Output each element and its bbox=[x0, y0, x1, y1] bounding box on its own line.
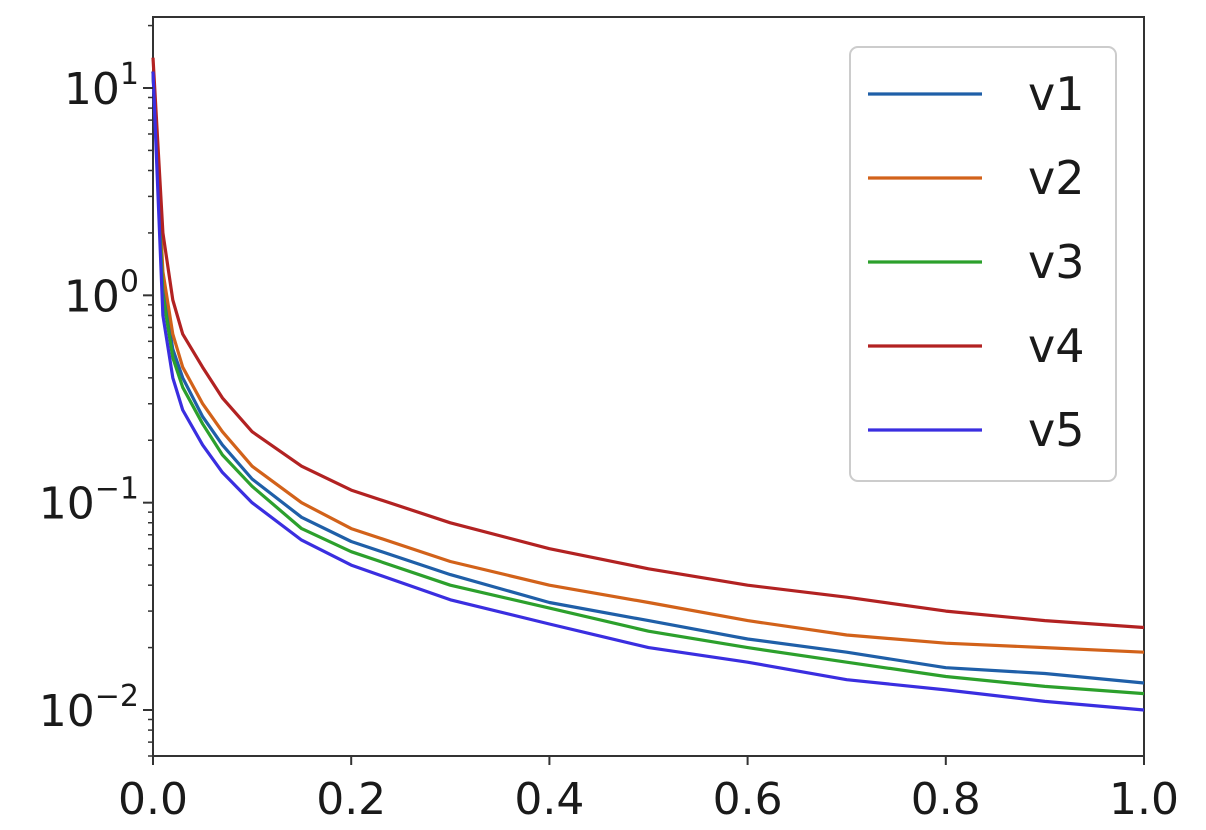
y-tick-label: 10−1 bbox=[39, 472, 139, 530]
x-tick-label: 1.0 bbox=[1109, 774, 1179, 825]
series-line-v1 bbox=[151, 71, 1145, 685]
x-tick-label: 0.8 bbox=[911, 774, 981, 825]
y-tick-label: 100 bbox=[64, 264, 139, 322]
y-tick-label: 101 bbox=[64, 57, 139, 115]
legend-label-v1: v1 bbox=[1028, 67, 1085, 121]
series-line-v3 bbox=[151, 71, 1145, 696]
x-axis: 0.0 0.2 0.4 0.6 0.8 1.0 bbox=[118, 756, 1179, 825]
x-tick-label: 0.4 bbox=[514, 774, 584, 825]
legend-label-v3: v3 bbox=[1028, 235, 1085, 289]
legend-label-v5: v5 bbox=[1028, 403, 1085, 457]
x-tick-label: 0.2 bbox=[316, 774, 386, 825]
legend-label-v2: v2 bbox=[1028, 151, 1085, 205]
series-line-v4 bbox=[151, 57, 1145, 630]
legend-box bbox=[849, 46, 1117, 482]
y-tick-label: 10−2 bbox=[39, 679, 139, 737]
plot-area: 0.0 0.2 0.4 0.6 0.8 1.0 101 100 10−1 10−2 bbox=[39, 16, 1179, 825]
x-tick-label: 0.6 bbox=[713, 774, 783, 825]
y-axis: 101 100 10−1 10−2 bbox=[39, 24, 153, 757]
legend: v1 v2 v3 v4 v5 bbox=[849, 46, 1117, 482]
series-layer bbox=[151, 57, 1145, 712]
axes-frame bbox=[152, 16, 1145, 757]
x-tick-label: 0.0 bbox=[118, 774, 188, 825]
series-line-v2 bbox=[151, 71, 1145, 654]
legend-label-v4: v4 bbox=[1028, 319, 1085, 373]
series-line-v5 bbox=[151, 71, 1145, 712]
